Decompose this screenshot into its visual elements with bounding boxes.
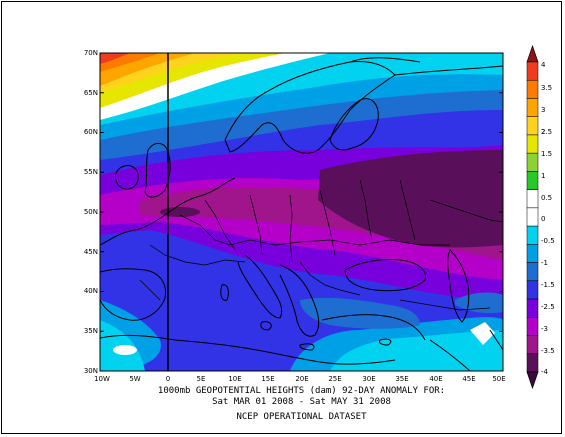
colorbar-swatch: [526, 207, 539, 227]
colorbar-swatch: [526, 298, 539, 318]
lat-label-40n: 40N: [83, 287, 98, 295]
colorbar-label: 3.5: [541, 84, 553, 92]
lon-label-40e: 40E: [429, 375, 443, 383]
lat-label-70n: 70N: [83, 49, 98, 57]
colorbar-swatch: [526, 61, 539, 81]
lat-label-65n: 65N: [83, 89, 98, 97]
lon-label-30e: 30E: [362, 375, 376, 383]
anomaly-field: [100, 53, 503, 371]
lat-tick-marks: [100, 52, 503, 372]
colorbar-label: 4: [541, 61, 546, 69]
coastlines: [100, 57, 503, 371]
lon-label-5w: 5W: [129, 375, 141, 383]
lat-label-55n: 55N: [83, 168, 98, 176]
colorbar: [526, 44, 539, 390]
caption-line-1: 1000mb GEOPOTENTIAL HEIGHTS (dam) 92-DAY…: [157, 386, 446, 396]
lon-label-10w: 10W: [94, 375, 110, 383]
caption-line-2: Sat MAR 01 2008 - Sat MAY 31 2008: [212, 397, 391, 407]
colorbar-swatch: [526, 317, 539, 336]
caption-line-3: NCEP OPERATIONAL DATASET: [236, 412, 367, 422]
lat-label-45n: 45N: [83, 248, 98, 256]
lat-label-60n: 60N: [83, 128, 98, 136]
colorbar-label: 1.5: [541, 150, 553, 158]
colorbar-label: 2: [541, 128, 546, 136]
colorbar-label: -2.5: [541, 303, 555, 311]
colorbar-label: 1: [541, 172, 546, 180]
lon-label-25e: 25E: [328, 375, 342, 383]
colorbar-label: 0: [541, 215, 546, 223]
colorbar-label: -0.5: [541, 237, 555, 245]
lon-label-35e: 35E: [395, 375, 409, 383]
colorbar-swatch: [526, 171, 539, 190]
colorbar-label: 0.5: [541, 194, 553, 202]
colorbar-label: -1.5: [541, 281, 555, 289]
lon-label-15e: 15E: [261, 375, 275, 383]
colorbar-label: -3: [541, 325, 548, 333]
colorbar-label: 3: [541, 106, 546, 114]
colorbar-label: -1: [541, 259, 548, 267]
country-borders: [139, 179, 503, 311]
colorbar-label: 2.5: [541, 128, 553, 136]
colorbar-swatch: [526, 134, 539, 154]
colorbar-swatch: [526, 244, 539, 263]
colorbar-label: -4: [541, 368, 548, 376]
colorbar-swatch: [526, 225, 539, 245]
lat-label-35n: 35N: [83, 327, 98, 335]
colorbar-swatch: [526, 335, 539, 355]
lon-label-20e: 20E: [295, 375, 309, 383]
colorbar-bottom-arrow: [526, 371, 539, 390]
colorbar-swatch: [526, 280, 539, 300]
lat-label-50n: 50N: [83, 208, 98, 216]
lon-label-45e: 45E: [462, 375, 476, 383]
colorbar-swatch: [526, 189, 539, 209]
colorbar-swatch: [526, 98, 539, 117]
colorbar-swatch: [526, 353, 539, 373]
colorbar-top-arrow: [526, 44, 539, 63]
lon-label-0: 0: [165, 375, 171, 383]
lon-label-10e: 10E: [228, 375, 242, 383]
lat-label-30n: 30N: [83, 367, 98, 375]
lon-label-5e: 5E: [196, 375, 206, 383]
colorbar-swatch: [526, 262, 539, 282]
lon-label-50e: 50E: [492, 375, 506, 383]
colorbar-swatch: [526, 116, 539, 136]
colorbar-swatch: [526, 79, 539, 99]
colorbar-swatch: [526, 152, 539, 172]
colorbar-label: -3.5: [541, 347, 555, 355]
